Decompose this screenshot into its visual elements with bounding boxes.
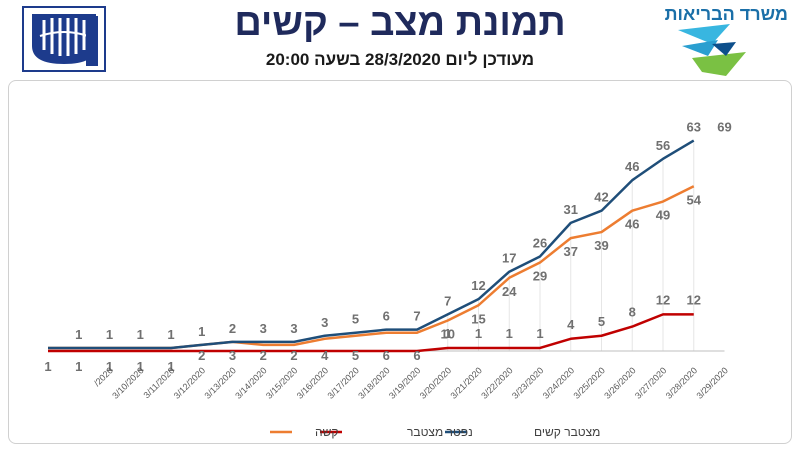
data-label: 56 xyxy=(656,138,670,153)
legend-label: נפטר מצטבר xyxy=(407,425,473,439)
data-label: 63 xyxy=(687,120,701,135)
data-label: 1 xyxy=(106,327,113,342)
ministry-name: משרד הבריאות xyxy=(664,4,788,24)
data-label: 7 xyxy=(413,309,420,324)
x-tick-label: 3/19/2020 xyxy=(387,365,422,400)
data-label: 6 xyxy=(413,348,420,363)
data-label: 10 xyxy=(441,327,455,342)
data-label: 39 xyxy=(594,238,608,253)
data-label: 12 xyxy=(656,292,670,307)
data-label: 1 xyxy=(444,326,451,341)
x-tick-label: 3/28/2020 xyxy=(664,365,699,400)
data-label: 2 xyxy=(260,348,267,363)
data-label: 37 xyxy=(564,244,578,259)
series-line xyxy=(48,313,694,353)
data-label: 1 xyxy=(167,359,174,374)
data-label: 29 xyxy=(533,269,547,284)
data-label: 54 xyxy=(687,192,702,207)
data-label: 12 xyxy=(471,278,485,293)
x-tick-label: 3/18/2020 xyxy=(356,365,391,400)
data-label: 15 xyxy=(471,311,485,326)
x-tick-label: 3/22/2020 xyxy=(479,365,514,400)
data-label: 3 xyxy=(229,348,236,363)
data-label: 5 xyxy=(598,314,605,329)
data-label: 42 xyxy=(594,190,608,205)
x-tick-label: 3/17/2020 xyxy=(326,365,361,400)
x-tick-label: 3/20/2020 xyxy=(418,365,453,400)
data-label: 3 xyxy=(321,315,328,330)
page-title: תמונת מצב – קשים xyxy=(234,2,566,44)
page-subtitle: מעודכן ליום 28/3/2020 בשעה 20:00 xyxy=(265,50,535,69)
data-label: 1 xyxy=(106,359,113,374)
ministry-emblem-logo xyxy=(22,6,106,72)
x-tick-label: 3/14/2020 xyxy=(233,365,268,400)
data-label: 5 xyxy=(352,348,359,363)
data-label: 2 xyxy=(290,348,297,363)
x-tick-label: 3/23/2020 xyxy=(510,365,545,400)
data-label: 3 xyxy=(290,321,297,336)
x-tick-label: 3/26/2020 xyxy=(602,365,637,400)
data-label: 1 xyxy=(137,327,144,342)
x-tick-label: 3/21/2020 xyxy=(449,365,484,400)
x-tick-label: 3/27/2020 xyxy=(633,365,668,400)
data-label: 4 xyxy=(321,348,329,363)
data-label: 1 xyxy=(75,359,82,374)
data-label: 1 xyxy=(506,326,513,341)
data-label: 2 xyxy=(229,321,236,336)
data-label: 1 xyxy=(198,324,205,339)
data-label: 69 xyxy=(717,120,731,135)
data-label: 2 xyxy=(198,348,205,363)
ministry-logo-icon xyxy=(678,24,746,76)
data-label: 49 xyxy=(656,208,670,223)
x-tick-label: 3/25/2020 xyxy=(572,365,607,400)
data-label: 7 xyxy=(444,293,451,308)
data-label: 17 xyxy=(502,251,516,266)
series-line xyxy=(48,139,695,350)
data-label: 26 xyxy=(533,235,547,250)
data-label: 6 xyxy=(383,348,390,363)
data-label: 6 xyxy=(383,309,390,324)
data-label: 24 xyxy=(502,284,517,299)
x-tick-label: 3/10/2020 xyxy=(110,365,145,400)
data-label: 46 xyxy=(625,159,639,174)
data-label: 5 xyxy=(352,312,359,327)
x-tick-label: 3/24/2020 xyxy=(541,365,576,400)
data-label: 1 xyxy=(137,359,144,374)
x-tick-label: 3/11/2020 xyxy=(142,365,177,400)
x-tick-label: 3/15/2020 xyxy=(264,365,299,400)
header: תמונת מצב – קשים מעודכן ליום 28/3/2020 ב… xyxy=(0,0,800,80)
x-tick-label: 3/16/2020 xyxy=(295,365,330,400)
data-label: 4 xyxy=(567,317,575,332)
x-tick-label: 3/29/2020 xyxy=(695,365,730,400)
series-line xyxy=(48,185,695,350)
x-tick-label: 3/12/2020 xyxy=(172,365,207,400)
data-label: 1 xyxy=(44,359,51,374)
data-label: 1 xyxy=(475,326,482,341)
data-label: 1 xyxy=(75,327,82,342)
data-label: 46 xyxy=(625,217,639,232)
data-label: 1 xyxy=(536,326,543,341)
data-label: 12 xyxy=(687,292,701,307)
data-label: 1 xyxy=(167,327,174,342)
chart-frame xyxy=(8,80,792,444)
legend-label: מצטבר קשים xyxy=(534,425,600,439)
legend-label: קשה xyxy=(315,425,338,439)
x-tick-label: 3/13/2020 xyxy=(203,365,238,400)
data-label: 31 xyxy=(564,202,578,217)
data-label: 8 xyxy=(629,305,636,320)
data-label: 3 xyxy=(260,321,267,336)
